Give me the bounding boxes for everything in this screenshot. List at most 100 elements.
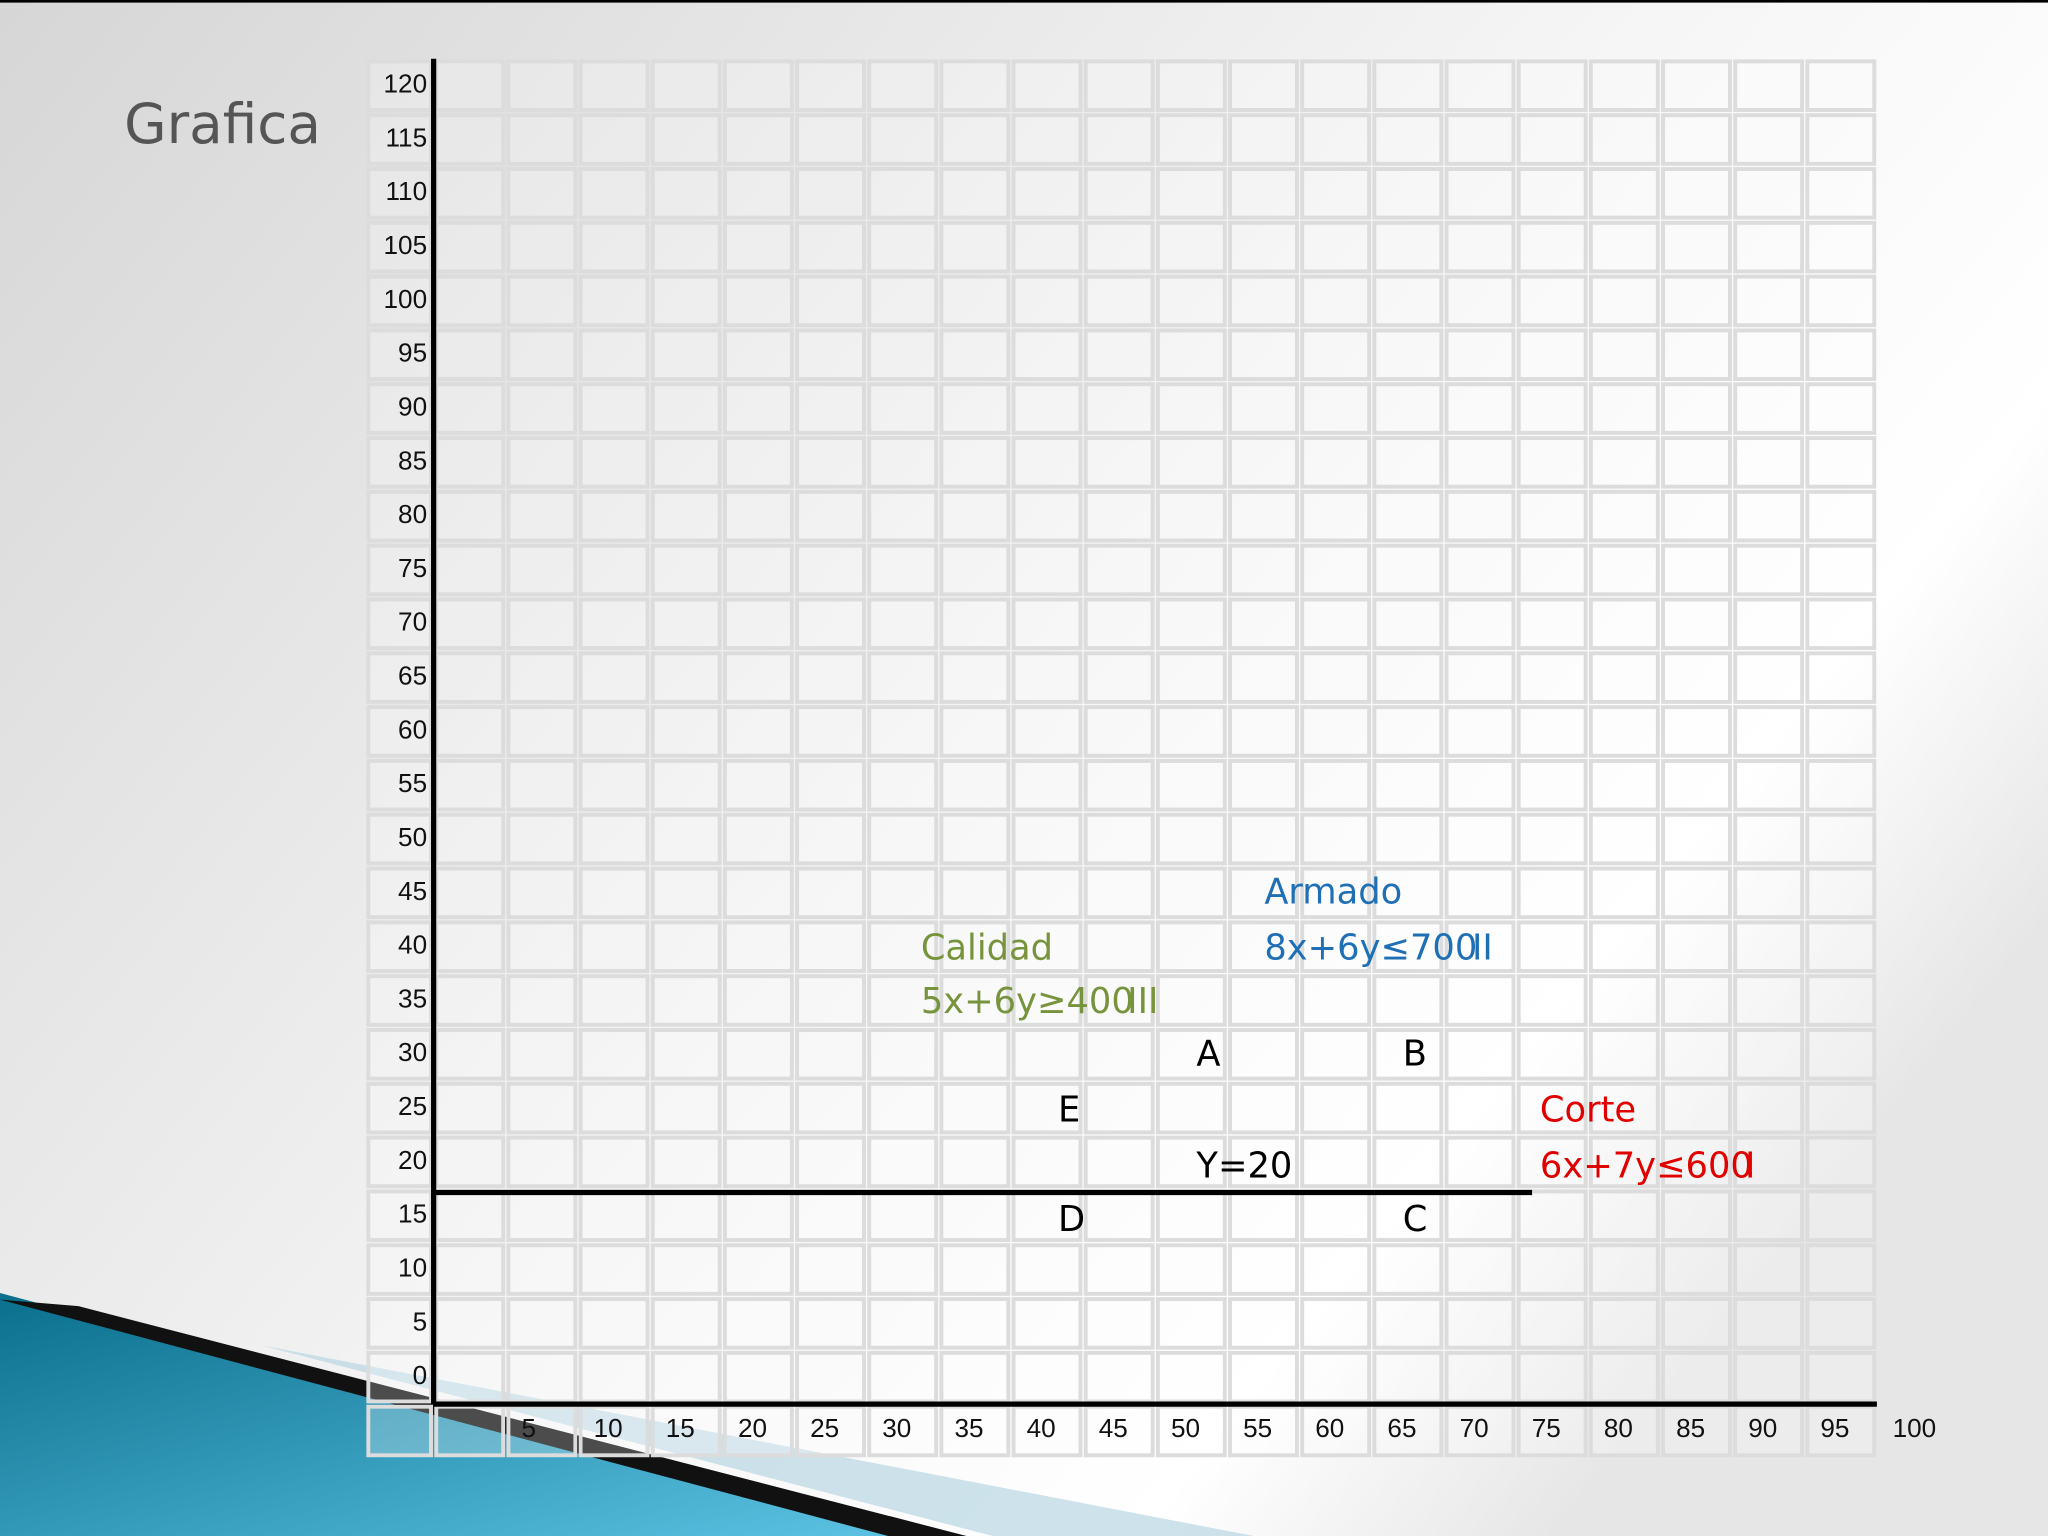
- grid-cell: [650, 489, 722, 543]
- grid-cell: [1155, 543, 1227, 597]
- grid-cell: [1444, 920, 1516, 973]
- grid-cell: [1155, 1135, 1227, 1189]
- grid-cell: [650, 651, 722, 704]
- grid-cell: [867, 436, 939, 489]
- grid-cell: [578, 1404, 650, 1458]
- grid-cell: [650, 866, 722, 920]
- grid-cell: [1300, 543, 1372, 597]
- grid-cell: [939, 866, 1011, 920]
- grid-cell: [1372, 382, 1444, 435]
- y-tick-label: 10: [398, 1252, 427, 1282]
- grid-cell: [1805, 220, 1877, 274]
- grid-cell: [1155, 920, 1227, 973]
- grid-cell: [722, 1028, 794, 1081]
- grid-cell: [1661, 1028, 1732, 1081]
- grid-cell: [1588, 974, 1660, 1027]
- grid-cell: [1083, 382, 1155, 435]
- grid-cell: [1155, 597, 1227, 651]
- grid-cell: [1661, 59, 1732, 112]
- grid-cell: [867, 1350, 939, 1404]
- grid-cell: [506, 59, 578, 112]
- grid-cell: [1516, 1028, 1588, 1081]
- annotation: I: [1745, 1146, 1755, 1187]
- grid-cell: [1588, 812, 1660, 866]
- grid-cell: [1805, 543, 1877, 597]
- grid-cell: [506, 974, 578, 1027]
- x-tick-label: 55: [1243, 1413, 1272, 1443]
- grid-cell: [650, 758, 722, 812]
- grid: [366, 58, 1877, 1458]
- x-tick-label: 60: [1315, 1413, 1344, 1443]
- grid-cell: [1733, 113, 1805, 166]
- grid-cell: [1011, 920, 1083, 973]
- grid-cell: [1661, 1135, 1732, 1189]
- grid-cell: [1300, 651, 1372, 704]
- grid-cell: [1733, 1081, 1805, 1135]
- grid-cell: [1155, 1028, 1227, 1081]
- grid-cell: [1661, 220, 1732, 274]
- grid-cell: [1228, 167, 1299, 220]
- grid-cell: [867, 597, 939, 651]
- grid-cell: [939, 651, 1011, 704]
- grid-cell: [1300, 974, 1372, 1027]
- grid-cell: [1588, 543, 1660, 597]
- grid-cell: [578, 382, 650, 435]
- grid-cell: [795, 59, 866, 112]
- grid-cell: [1444, 812, 1516, 866]
- grid-cell: [434, 705, 506, 758]
- grid-cell: [867, 167, 939, 220]
- grid-cell: [1155, 1189, 1227, 1242]
- grid-cell: [1228, 1243, 1299, 1296]
- grid-cell: [434, 1243, 506, 1296]
- grid-cell: [506, 1404, 578, 1458]
- grid-cell: [1083, 113, 1155, 166]
- grid-cell: [1805, 974, 1877, 1027]
- grid-cell: [434, 1189, 506, 1242]
- grid-cell: [795, 167, 866, 220]
- grid-cell: [795, 1297, 866, 1350]
- grid-cell: [1228, 1189, 1299, 1242]
- grid-cell: [1300, 1081, 1372, 1135]
- grid-cell: [1733, 597, 1805, 651]
- grid-cell: [1733, 758, 1805, 812]
- grid-cell: [650, 382, 722, 435]
- grid-cell: [867, 1081, 939, 1135]
- grid-cell: [506, 812, 578, 866]
- grid-cell: [867, 1189, 939, 1242]
- grid-cell: [1588, 382, 1660, 435]
- x-tick-label: 95: [1820, 1413, 1849, 1443]
- grid-cell: [1444, 489, 1516, 543]
- grid-cell: [506, 167, 578, 220]
- grid-cell: [867, 220, 939, 274]
- grid-cell: [795, 1081, 866, 1135]
- grid-cell: [1155, 274, 1227, 328]
- grid-cell: [1083, 1243, 1155, 1296]
- annotation: II: [1472, 928, 1493, 969]
- grid-cell: [366, 1404, 433, 1458]
- grid-cell: [1588, 1189, 1660, 1242]
- grid-cell: [1444, 167, 1516, 220]
- grid-cell: [1805, 1081, 1877, 1135]
- x-tick-label: 15: [666, 1413, 695, 1443]
- x-tick-label: 65: [1387, 1413, 1416, 1443]
- grid-cell: [1444, 758, 1516, 812]
- grid-cell: [722, 758, 794, 812]
- grid-cell: [1733, 382, 1805, 435]
- x-tick-label: 5: [521, 1413, 536, 1443]
- grid-cell: [1733, 489, 1805, 543]
- grid-cell: [1083, 1189, 1155, 1242]
- grid-cell: [1805, 651, 1877, 704]
- annotation: Y=20: [1195, 1146, 1292, 1187]
- grid-cell: [1733, 59, 1805, 112]
- grid-cell: [867, 758, 939, 812]
- grid-cell: [1805, 167, 1877, 220]
- grid-cell: [1661, 1189, 1732, 1242]
- grid-cell: [506, 543, 578, 597]
- grid-cell: [1011, 59, 1083, 112]
- grid-cell: [1661, 167, 1732, 220]
- grid-cell: [1372, 705, 1444, 758]
- grid-cell: [867, 920, 939, 973]
- grid-cell: [795, 328, 866, 381]
- grid-cell: [366, 382, 433, 435]
- grid-cell: [1588, 651, 1660, 704]
